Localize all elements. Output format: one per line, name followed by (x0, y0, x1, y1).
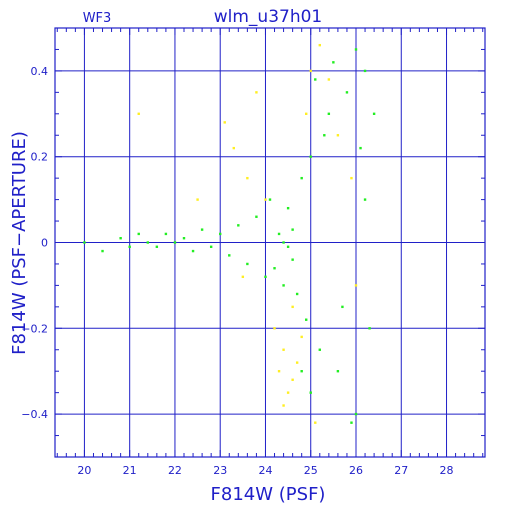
x-tick-label: 28 (440, 464, 454, 477)
primary-data-point (350, 421, 353, 424)
x-tick-label: 22 (168, 464, 182, 477)
primary-data-point (273, 267, 276, 270)
y-tick-label: −0.2 (21, 322, 48, 335)
primary-data-point (305, 318, 308, 321)
y-tick-label: 0.4 (31, 65, 49, 78)
primary-data-point (341, 305, 344, 309)
x-axis-label: F814W (PSF) (211, 484, 326, 505)
primary-data-point (101, 249, 104, 253)
x-tick-label: 24 (258, 464, 272, 477)
secondary-data-point (137, 112, 140, 115)
secondary-data-point (305, 112, 308, 115)
primary-data-point (173, 241, 177, 244)
y-axis-label: F814W (PSF−APERTURE) (9, 131, 30, 355)
secondary-data-point (309, 69, 312, 73)
secondary-data-point (318, 43, 321, 47)
secondary-data-point (196, 198, 199, 201)
secondary-data-point (277, 370, 281, 373)
primary-data-point (282, 284, 285, 287)
grid-lines (55, 28, 485, 457)
primary-data-point (286, 245, 290, 248)
primary-data-point (323, 134, 326, 137)
primary-data-point (318, 348, 321, 351)
primary-data-point (359, 146, 362, 150)
secondary-data-point (264, 198, 267, 201)
secondary-data-point (336, 134, 340, 137)
y-tick-label: −0.4 (21, 408, 48, 421)
primary-data-point (368, 327, 371, 330)
secondary-data-point (282, 404, 285, 407)
primary-data-point (255, 215, 258, 218)
secondary-data-point (232, 146, 235, 150)
primary-data-point (363, 198, 367, 201)
secondary-data-point (350, 176, 353, 180)
primary-data-point (191, 249, 195, 253)
primary-data-point (309, 391, 312, 394)
secondary-data-point (314, 421, 317, 424)
x-tick-label: 26 (349, 464, 363, 477)
axis-ticks (55, 27, 485, 458)
y-tick-label: 0 (41, 237, 48, 250)
primary-data-point (300, 176, 303, 180)
primary-data-point (155, 245, 159, 248)
primary-data-point (282, 241, 285, 244)
primary-data-point (291, 258, 294, 261)
chip-label: WF3 (83, 11, 112, 26)
secondary-data-point (295, 361, 299, 364)
data-points (83, 43, 376, 424)
x-tick-label: 25 (304, 464, 318, 477)
secondary-data-point (354, 284, 358, 287)
primary-data-point (219, 232, 222, 236)
primary-data-point (327, 112, 331, 115)
secondary-data-point (255, 91, 258, 94)
secondary-data-point (246, 176, 249, 180)
primary-data-point (345, 91, 349, 94)
primary-data-point (372, 112, 376, 115)
primary-data-point (354, 48, 358, 51)
secondary-data-point (282, 348, 285, 351)
primary-data-point (83, 241, 86, 244)
x-tick-label: 20 (77, 464, 91, 477)
x-tick-label: 21 (123, 464, 137, 477)
secondary-data-point (286, 391, 290, 394)
primary-data-point (137, 232, 140, 236)
primary-data-point (246, 262, 249, 266)
primary-data-point (277, 232, 281, 236)
primary-data-point (228, 254, 231, 257)
secondary-data-point (273, 327, 276, 330)
primary-data-point (264, 275, 267, 279)
primary-data-point (128, 245, 131, 248)
primary-data-point (295, 292, 299, 296)
x-tick-label: 27 (394, 464, 408, 477)
primary-data-point (354, 412, 358, 416)
primary-data-point (336, 370, 340, 373)
primary-data-point (237, 224, 240, 227)
primary-data-point (286, 206, 290, 210)
secondary-data-point (223, 121, 226, 124)
primary-data-point (119, 237, 122, 240)
secondary-data-point (300, 335, 303, 339)
primary-data-point (314, 78, 317, 81)
secondary-data-point (291, 378, 294, 381)
y-tick-label: 0.2 (31, 151, 49, 164)
primary-data-point (363, 69, 367, 73)
primary-data-point (209, 245, 213, 248)
primary-data-point (291, 228, 294, 231)
secondary-data-point (241, 275, 245, 279)
primary-data-point (332, 61, 335, 64)
chart-title: wlm_u37h01 (214, 7, 323, 27)
secondary-data-point (291, 305, 294, 309)
primary-data-point (309, 155, 312, 158)
primary-data-point (146, 241, 149, 244)
primary-data-point (200, 228, 204, 231)
primary-data-point (268, 198, 272, 201)
primary-data-point (182, 237, 186, 240)
secondary-data-point (327, 78, 331, 81)
primary-data-point (300, 370, 303, 373)
primary-data-point (164, 232, 168, 236)
tick-labels: 20 21 22 23 24 25 26 27 28 −0.4 −0.2 0 0.2 0.4 (21, 65, 453, 477)
x-tick-label: 23 (213, 464, 227, 477)
